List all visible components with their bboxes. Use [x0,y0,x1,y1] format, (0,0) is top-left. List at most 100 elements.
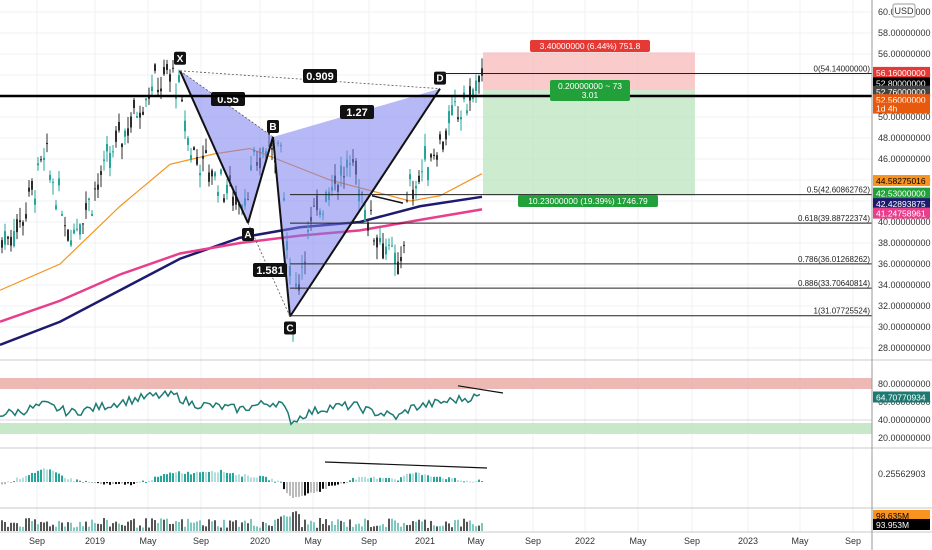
volume-bar [16,523,18,531]
volume-bar [277,518,279,531]
volume-bar [61,522,63,531]
macd-histogram-bar [235,475,237,482]
macd-histogram-bar [193,473,195,482]
macd-histogram-bar [394,479,396,482]
macd-histogram-bar [334,482,336,486]
macd-histogram-bar [64,478,66,482]
time-tick-label: May [791,536,809,546]
volume-bar [79,521,81,531]
volume-bar [13,522,15,531]
price-tag-bg [873,77,930,89]
macd-histogram-bar [211,471,213,482]
candle-body [454,101,456,103]
volume-bar [199,520,201,531]
time-tick-label: Sep [684,536,700,546]
macd-histogram-bar [238,474,240,482]
macd-histogram-bar [463,481,465,483]
macd-histogram-bar [160,475,162,482]
candle-body [424,146,426,160]
candle-body [1,240,3,248]
volume-bar [244,520,246,531]
macd-histogram-bar [19,479,21,482]
macd-histogram-bar [154,476,156,482]
volume-bar [25,518,27,531]
volume-bar [133,518,135,531]
volume-bar [196,521,198,531]
trend-lines[interactable] [371,195,404,204]
volume-bar [127,521,129,531]
price-tag-text: 52.56000000 [876,95,926,105]
pattern-point-x: X [177,54,184,65]
candle-body [58,178,60,186]
fibonacci-levels[interactable]: 0(54.14000000) 0.5(42.60862762) 0.618(39.8… [0,65,872,317]
pattern-point-b: B [269,122,276,133]
candle-body [199,173,201,176]
macd-histogram-bar [28,475,30,482]
macd-histogram-bar [259,475,261,482]
candle-body [436,155,438,160]
volume-bar [223,519,225,531]
volume-bar [7,526,9,531]
macd-pane[interactable]: 0.25562903 [1,461,926,498]
volume-bar [385,526,387,531]
volume-bar [124,525,126,531]
macd-histogram-bar [418,472,420,482]
volume-bar [106,519,108,531]
macd-histogram-bar [184,473,186,482]
macd-histogram-bar [406,473,408,482]
rsi-tag-text: 64.70770934 [876,393,926,403]
macd-histogram-bar [247,475,249,482]
macd-histogram-bar [403,475,405,482]
candle-body [433,154,435,157]
currency-badge[interactable] [892,3,916,18]
volume-bar [427,527,429,531]
macd-histogram-bar [115,482,117,485]
candle-body [52,181,54,183]
macd-histogram-bar [286,482,288,494]
volume-bar [472,524,474,531]
macd-histogram-bar [130,482,132,486]
macd-histogram-bar [241,476,243,482]
candle-body [406,200,408,202]
time-tick-label: May [304,536,322,546]
macd-histogram-bar [340,482,342,484]
time-tick-label: May [139,536,157,546]
candle-body [169,74,171,82]
stop-label: 3.40000000 (6.44%) 751.8 [540,41,641,51]
macd-histogram-bar [457,480,459,482]
time-axis[interactable]: Sep 2019 May Sep 2020 May Sep 2021 May Sep 2022 May… [29,536,861,546]
candle-body [145,98,147,101]
price-tag-text: 44.58275016 [876,176,926,186]
volume-bar [88,526,90,531]
macd-histogram-bar [466,480,468,482]
volume-tag-text: 98.635M [876,511,909,521]
price-trend-line [371,195,404,204]
rsi-tick-label: 40.00000000 [878,415,931,425]
candle-body [217,191,219,196]
volume-bar [379,525,381,531]
volume-bar [388,518,390,531]
price-tick-label: 50.00000000 [878,112,931,122]
volume-bar [10,522,12,531]
time-tick-label: 2022 [575,536,595,546]
candle-body [376,237,378,248]
candle-body [148,96,150,99]
macd-histogram-bar [445,479,447,482]
rsi-pane[interactable]: 80.0000000060.0000000040.0000000020.0000… [0,378,931,443]
volume-bar [118,523,120,531]
candle-body [166,64,168,70]
volume-bar [433,525,435,531]
macd-histogram-bar [148,480,150,482]
volume-bar [481,522,483,531]
price-tag-bg [873,85,930,97]
price-tag-bg [873,102,930,114]
pattern-ratio-label: 1.27 [346,107,367,119]
candle-body [172,67,174,69]
time-tick-label: May [629,536,647,546]
pattern-point-bg-d [434,71,446,85]
candle-body [415,185,417,189]
